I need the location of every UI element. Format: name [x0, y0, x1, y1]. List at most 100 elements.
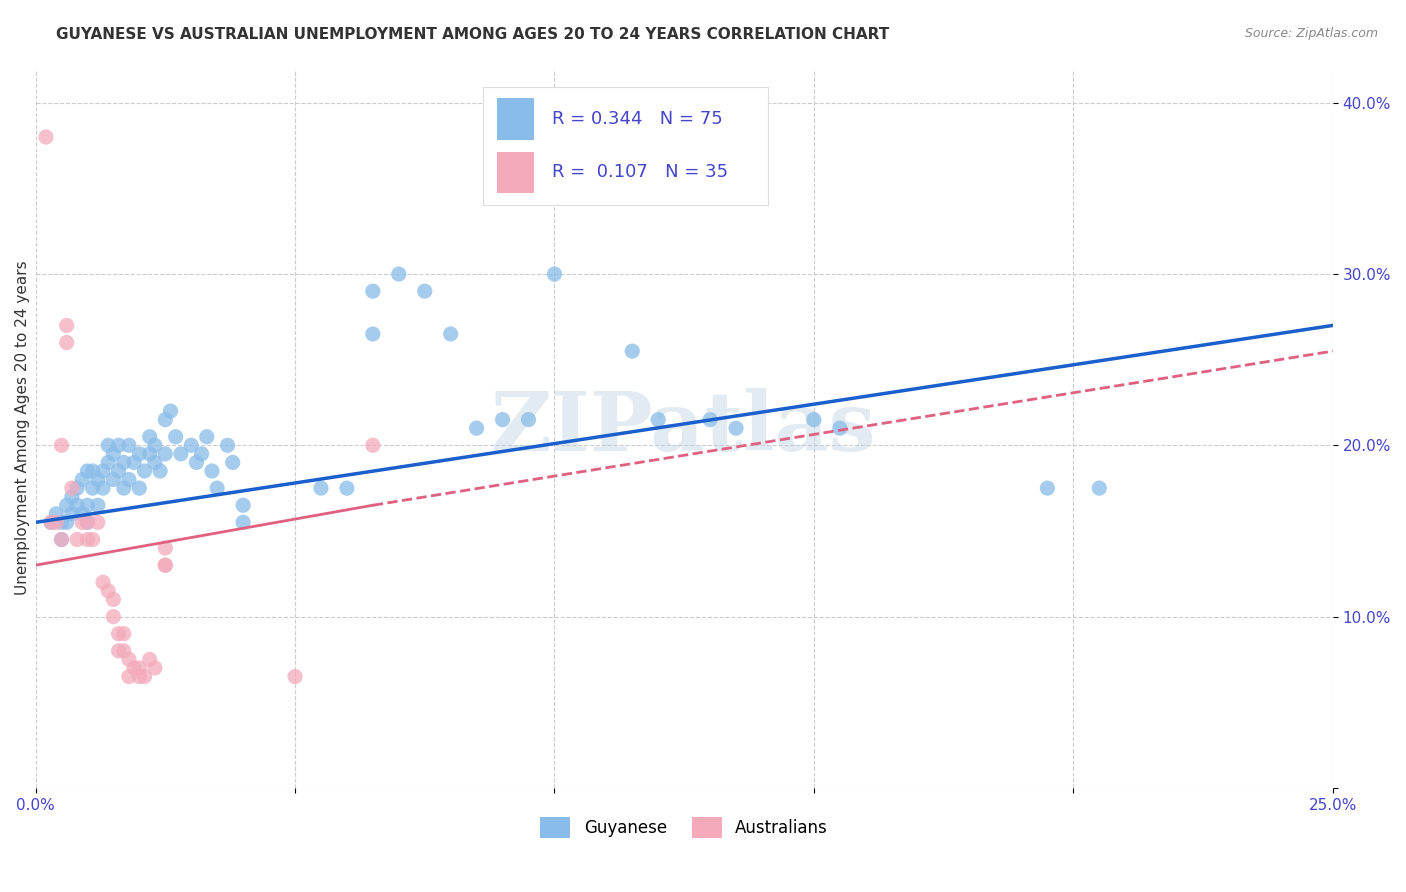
Point [128, 661, 150, 675]
Point [491, 412, 513, 426]
Point [138, 447, 160, 461]
Point [138, 430, 160, 444]
Point [76, 516, 98, 530]
Point [60, 490, 83, 504]
Point [517, 412, 540, 426]
Point [97, 583, 120, 598]
Point [76, 516, 98, 530]
Point [134, 464, 156, 478]
Point [112, 644, 135, 658]
Point [128, 447, 150, 461]
Point [35, 130, 58, 145]
Point [72, 516, 94, 530]
Point [97, 438, 120, 452]
Point [39, 516, 62, 530]
Point [361, 326, 384, 341]
Point [621, 344, 644, 359]
Point [72, 507, 94, 521]
Point [87, 498, 110, 512]
Point [55, 516, 77, 530]
Point [112, 481, 135, 495]
Text: GUYANESE VS AUSTRALIAN UNEMPLOYMENT AMONG AGES 20 TO 24 YEARS CORRELATION CHART: GUYANESE VS AUSTRALIAN UNEMPLOYMENT AMON… [56, 27, 890, 42]
Point [828, 421, 851, 435]
Point [361, 284, 384, 298]
Point [91, 481, 114, 495]
Point [118, 652, 141, 666]
Point [1036, 481, 1059, 495]
Point [118, 438, 141, 452]
Point [155, 541, 177, 555]
Point [128, 669, 150, 683]
Point [103, 473, 125, 487]
Point [82, 481, 104, 495]
Point [155, 558, 177, 573]
Point [97, 455, 120, 469]
Point [103, 609, 125, 624]
Point [138, 652, 160, 666]
Point [465, 421, 488, 435]
Point [155, 558, 177, 573]
Point [217, 438, 239, 452]
Point [82, 533, 104, 547]
Point [76, 464, 98, 478]
Point [118, 669, 141, 683]
Point [284, 669, 307, 683]
Point [149, 464, 172, 478]
Point [118, 473, 141, 487]
Point [122, 661, 145, 675]
Point [66, 481, 89, 495]
Point [45, 516, 67, 530]
Point [51, 516, 73, 530]
Point [112, 626, 135, 640]
Point [128, 481, 150, 495]
Point [143, 438, 166, 452]
Point [165, 430, 187, 444]
Point [134, 669, 156, 683]
Point [103, 447, 125, 461]
Point [155, 412, 177, 426]
Point [190, 447, 212, 461]
Legend: Guyanese, Australians: Guyanese, Australians [534, 811, 835, 844]
Point [51, 533, 73, 547]
Point [87, 516, 110, 530]
Point [87, 473, 110, 487]
Point [170, 447, 193, 461]
Point [107, 626, 129, 640]
Point [91, 464, 114, 478]
Point [413, 284, 436, 298]
Point [103, 592, 125, 607]
Point [155, 447, 177, 461]
Point [60, 507, 83, 521]
Point [45, 507, 67, 521]
Point [159, 404, 181, 418]
Point [82, 464, 104, 478]
Point [180, 438, 202, 452]
Point [699, 412, 721, 426]
Point [543, 267, 565, 281]
Point [66, 498, 89, 512]
Point [51, 438, 73, 452]
Point [143, 661, 166, 675]
Point [55, 335, 77, 350]
Point [107, 438, 129, 452]
Point [72, 473, 94, 487]
Point [76, 533, 98, 547]
Point [91, 575, 114, 590]
Text: ZIPatlas: ZIPatlas [492, 388, 877, 468]
Point [195, 430, 218, 444]
Point [803, 412, 825, 426]
Point [361, 438, 384, 452]
Point [186, 455, 208, 469]
Text: Source: ZipAtlas.com: Source: ZipAtlas.com [1244, 27, 1378, 40]
Point [232, 498, 254, 512]
Point [60, 481, 83, 495]
Point [336, 481, 359, 495]
Point [107, 644, 129, 658]
Point [725, 421, 748, 435]
Point [66, 533, 89, 547]
Point [39, 516, 62, 530]
Point [55, 498, 77, 512]
Point [122, 455, 145, 469]
Point [107, 464, 129, 478]
Point [76, 498, 98, 512]
